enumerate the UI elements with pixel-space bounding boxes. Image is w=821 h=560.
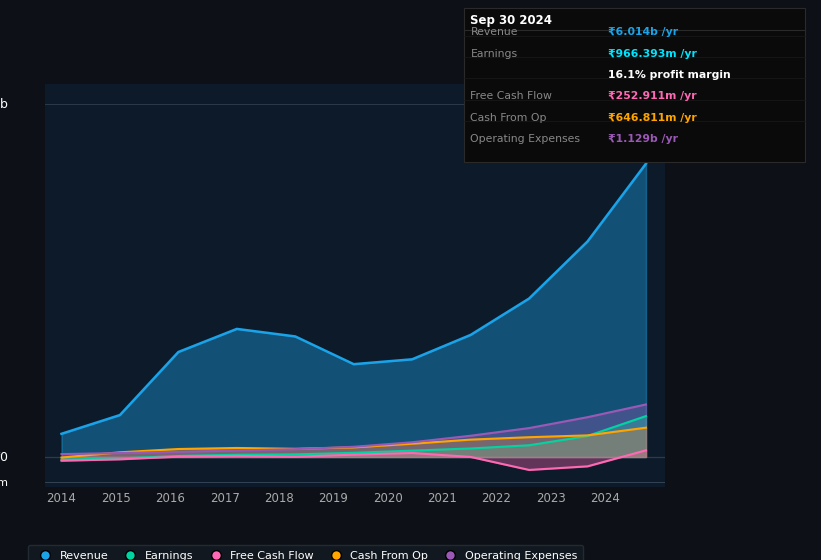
Text: ₹966.393m /yr: ₹966.393m /yr <box>608 49 696 59</box>
Legend: Revenue, Earnings, Free Cash Flow, Cash From Op, Operating Expenses: Revenue, Earnings, Free Cash Flow, Cash … <box>28 545 583 560</box>
Text: Free Cash Flow: Free Cash Flow <box>470 91 553 101</box>
Text: ₹6.014b /yr: ₹6.014b /yr <box>608 27 677 38</box>
Text: Cash From Op: Cash From Op <box>470 113 547 123</box>
Text: ₹1.129b /yr: ₹1.129b /yr <box>608 134 677 144</box>
Text: -₹500m: -₹500m <box>0 477 8 487</box>
Text: ₹7b: ₹7b <box>0 97 8 111</box>
Text: Revenue: Revenue <box>470 27 518 38</box>
Text: Sep 30 2024: Sep 30 2024 <box>470 14 553 27</box>
Text: Earnings: Earnings <box>470 49 517 59</box>
Text: Operating Expenses: Operating Expenses <box>470 134 580 144</box>
Text: ₹646.811m /yr: ₹646.811m /yr <box>608 113 696 123</box>
Text: ₹252.911m /yr: ₹252.911m /yr <box>608 91 696 101</box>
Text: 16.1% profit margin: 16.1% profit margin <box>608 70 731 80</box>
Text: ₹0: ₹0 <box>0 450 8 464</box>
